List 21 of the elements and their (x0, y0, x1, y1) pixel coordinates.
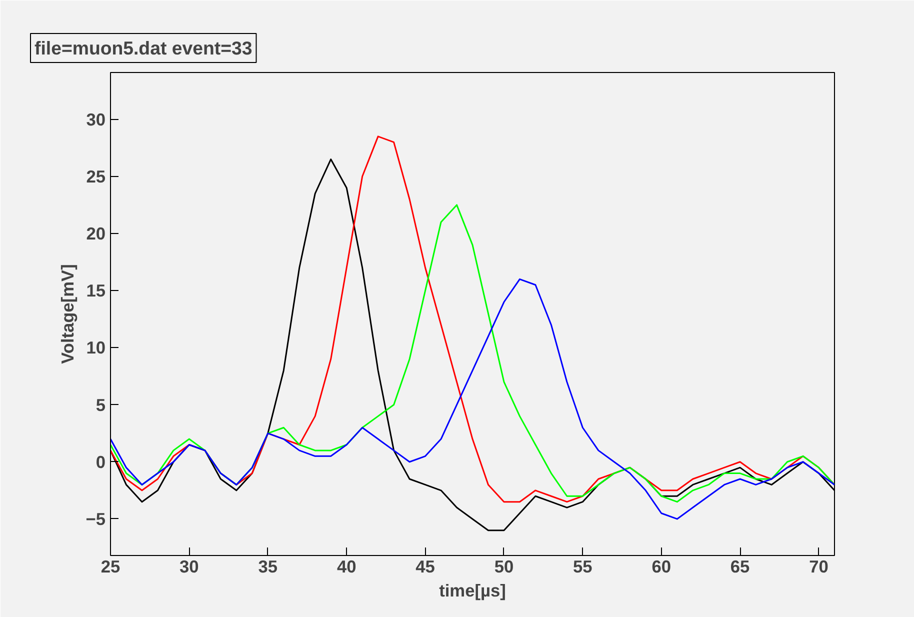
y-tick-label: 10 (86, 338, 106, 358)
y-tick-label: 5 (96, 394, 106, 415)
line-series (110, 278, 834, 520)
y-tick-label: 20 (86, 224, 106, 244)
y-axis-title: Voltage[mV] (58, 264, 78, 364)
y-tick-label: 25 (86, 166, 106, 186)
x-axis-title: time[µs] (439, 580, 506, 600)
chart-title: file=muon5.dat event=33 (34, 38, 252, 58)
x-tick-label: 40 (336, 556, 356, 576)
x-tick-label: 50 (494, 556, 514, 576)
x-tick-label: 65 (730, 556, 750, 576)
y-tick-label: 0 (96, 452, 106, 472)
x-tick-label: 45 (416, 556, 436, 576)
y-tick-label: −5 (86, 508, 106, 529)
x-tick-label: 30 (180, 556, 199, 576)
x-tick-label: 60 (652, 556, 672, 576)
x-tick-label: 70 (809, 556, 828, 576)
y-tick-label: 15 (86, 280, 106, 301)
x-tick-label: 35 (258, 556, 278, 576)
y-tick-label: 30 (86, 109, 106, 130)
x-tick-label: 55 (573, 556, 593, 576)
